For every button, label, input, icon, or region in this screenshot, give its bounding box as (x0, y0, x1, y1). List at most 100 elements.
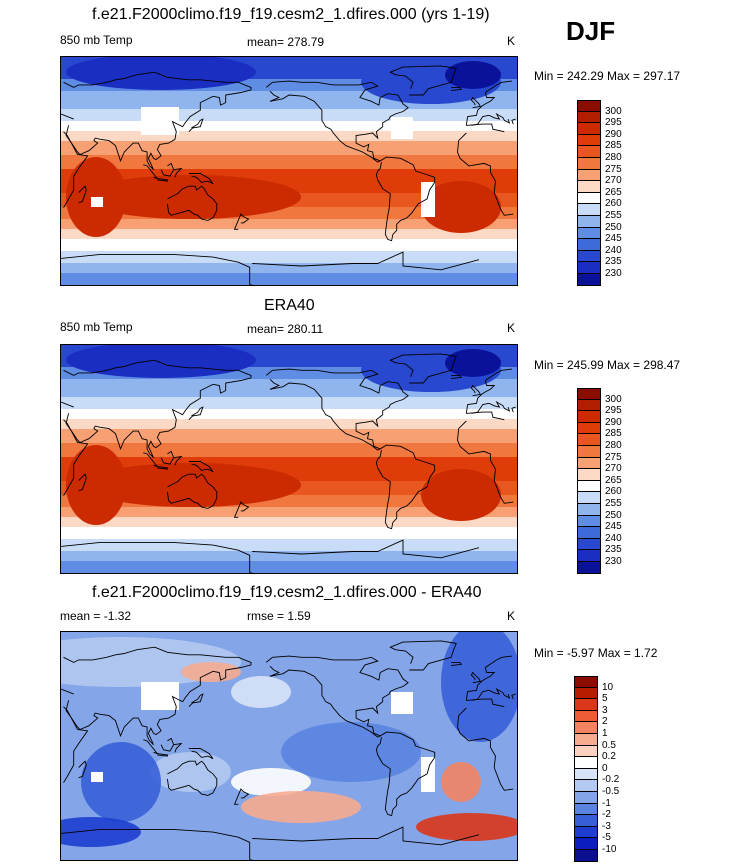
temperature-band (61, 219, 517, 229)
colorbar-swatch (578, 411, 600, 423)
colorbar-tick-label: 240 (605, 532, 622, 544)
colorbar-swatch (575, 676, 597, 688)
colorbar-swatches (577, 388, 601, 574)
colorbar-tick-label: 235 (605, 256, 622, 268)
temperature-band (61, 397, 517, 409)
coastline (166, 760, 218, 796)
temperature-band (61, 443, 517, 457)
coastline (61, 826, 480, 860)
colorbar-swatch (578, 250, 600, 263)
temperature-band (61, 251, 517, 263)
coastline (451, 86, 463, 92)
coastline (451, 661, 463, 667)
colorbar-swatch (578, 123, 600, 135)
coastline (265, 655, 409, 738)
temperature-band (61, 273, 517, 285)
coastline (233, 213, 250, 230)
colorbar-tick-label: 295 (605, 405, 622, 417)
panel-3-minmax: Min = -5.97 Max = 1.72 (534, 646, 658, 660)
colorbar-tick-label: -2 (602, 809, 611, 821)
colorbar-tick-label: 235 (605, 544, 622, 556)
panel-1-variable: 850 mb Temp (60, 33, 133, 47)
panel-3-title: f.e21.F2000climo.f19_f19.cesm2_1.dfires.… (92, 584, 482, 601)
colorbar-swatch (578, 399, 600, 412)
temperature-band (61, 419, 517, 429)
colorbar-tick-label: 5 (602, 693, 608, 705)
colorbar-tick-label: -1 (602, 797, 611, 809)
panel-2-minmax: Min = 245.99 Max = 298.47 (534, 358, 681, 372)
coastline (265, 80, 409, 163)
coastline (78, 185, 87, 204)
colorbar-tick-label: -3 (602, 820, 611, 832)
colorbar-swatch (575, 815, 597, 827)
difference-blob (441, 762, 481, 802)
temperature-band (61, 539, 517, 551)
difference-blob (151, 752, 231, 792)
warm-pool (421, 181, 501, 233)
colorbar-swatch (578, 215, 600, 228)
colorbar-tick-label: 280 (605, 440, 622, 451)
coastline (389, 65, 457, 96)
colorbar-tick-label: 290 (605, 128, 622, 140)
missing-data-area (91, 197, 103, 207)
colorbar-swatch (578, 492, 600, 504)
warm-pool (81, 463, 301, 507)
map-canvas (61, 345, 517, 573)
colorbar-tick-label: 245 (605, 521, 622, 533)
colorbar-swatch (578, 480, 600, 493)
coastline (61, 251, 480, 285)
colorbar-tick-label: 265 (605, 186, 622, 198)
colorbar-tick-label: 260 (605, 486, 622, 498)
colorbar-tick-label: 270 (605, 175, 622, 187)
colorbar-tick-label: -0.5 (602, 786, 620, 797)
temperature-band (61, 527, 517, 539)
colorbar-tick-label: 290 (605, 416, 622, 428)
colorbar-swatch (578, 550, 600, 562)
temperature-band (61, 561, 517, 573)
coastline (188, 693, 204, 708)
colorbar-swatch (575, 757, 597, 769)
colorbar-tick-label: 255 (605, 210, 622, 221)
coastline (233, 501, 250, 518)
panel-2-mean: mean= 280.11 (247, 322, 324, 336)
panel-1-units: K (507, 34, 516, 48)
coastline (157, 466, 168, 470)
coastline (166, 473, 218, 509)
colorbar-tick-label: 300 (605, 105, 622, 117)
colorbar-tick-label: 240 (605, 244, 622, 256)
colorbar-swatch (578, 457, 600, 470)
colorbar-swatch (578, 111, 600, 124)
coastline (160, 162, 175, 177)
colorbar-tick-label: 2 (602, 716, 608, 728)
difference-blob (281, 722, 421, 782)
colorbar-swatch (578, 538, 600, 551)
coastline (157, 753, 168, 757)
coastline (470, 384, 481, 397)
coastline (265, 368, 409, 451)
panel-3-mean: mean = -1.32 (60, 609, 132, 623)
coastline (61, 539, 480, 573)
colorbar-tick-label: 295 (605, 117, 622, 129)
missing-data-area (391, 692, 413, 714)
colorbar-swatch (578, 204, 600, 216)
colorbar-swatch (578, 100, 600, 112)
difference-blob (416, 813, 517, 841)
colorbar-tick-label: 255 (605, 498, 622, 509)
colorbar-tick-label: 260 (605, 198, 622, 210)
coastline (157, 178, 168, 182)
colorbar-swatch (578, 181, 600, 193)
colorbar-tick-label: 0.2 (602, 751, 616, 763)
season-label: DJF (566, 16, 616, 46)
colorbar-swatch (578, 134, 600, 147)
coastline (143, 164, 159, 180)
coastline (375, 156, 436, 242)
colorbar-swatch (578, 239, 600, 251)
coastline (389, 353, 457, 384)
temperature-band (61, 517, 517, 527)
panel-2-variable: 850 mb Temp (60, 320, 133, 334)
colorbar-tick-label: 300 (605, 393, 622, 405)
colorbar-swatch (575, 699, 597, 711)
colorbar-tick-label: 0 (602, 762, 608, 774)
colorbar-tick-label: 250 (605, 221, 622, 233)
temperature-band (61, 507, 517, 517)
